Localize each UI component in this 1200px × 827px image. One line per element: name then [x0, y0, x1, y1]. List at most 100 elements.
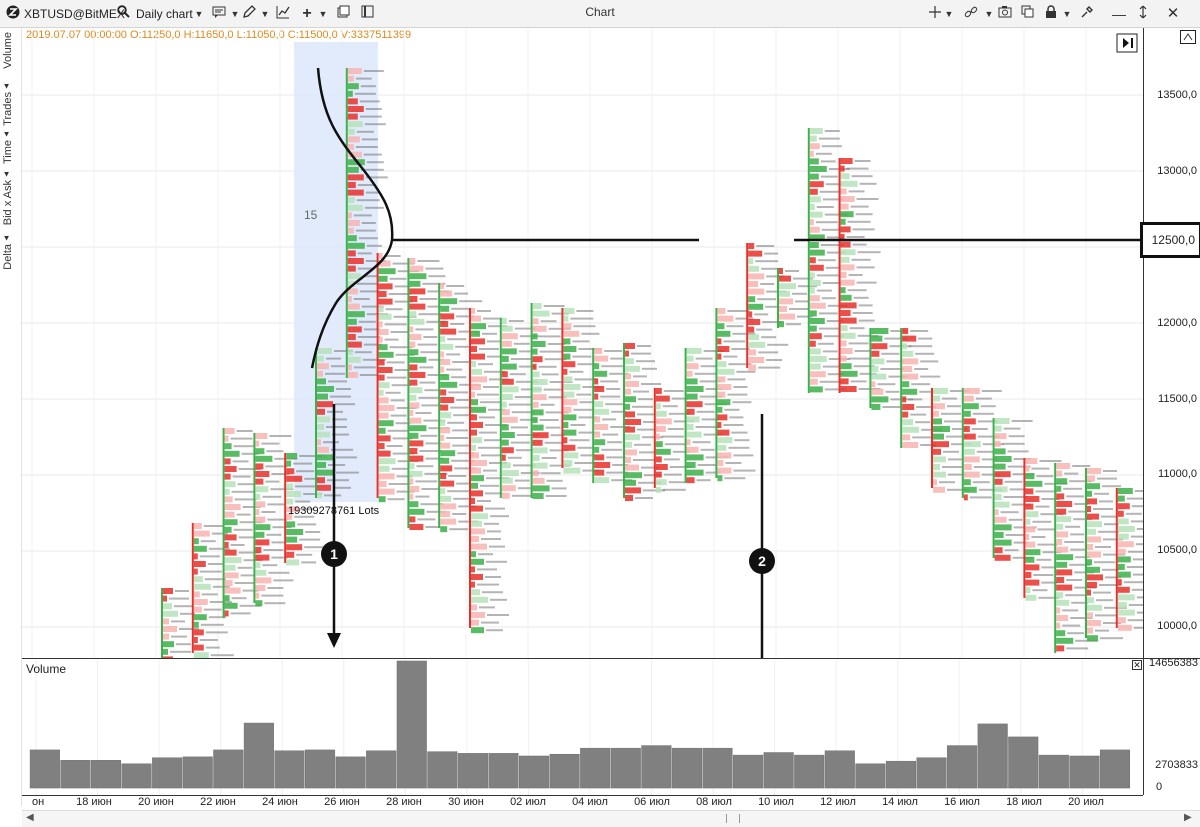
- indicators-icon[interactable]: [274, 5, 292, 23]
- cluster-cell: [1025, 458, 1038, 464]
- symbol-selector[interactable]: XBTUSD@BitMEX: [24, 7, 125, 21]
- cluster-cell: [1117, 602, 1127, 608]
- pencil-icon[interactable]: [240, 5, 258, 23]
- cluster-cell: [409, 326, 414, 333]
- cluster-value-mark: [671, 397, 688, 400]
- cluster-value-mark: [394, 369, 409, 371]
- scroll-left-icon[interactable]: ◀: [26, 812, 34, 823]
- copy-icon[interactable]: [1018, 5, 1036, 23]
- cluster-cell: [963, 433, 976, 440]
- cluster-cell: [563, 376, 573, 383]
- scroll-right-icon[interactable]: ▶: [1184, 812, 1192, 823]
- cursor-dropdown-icon[interactable]: ▼: [944, 9, 954, 19]
- cluster-value-mark: [421, 404, 442, 407]
- cluster-cell: [255, 501, 266, 508]
- window-icon[interactable]: [334, 5, 352, 23]
- crosshair-dropdown-icon[interactable]: ▼: [318, 9, 328, 19]
- comment-dropdown-icon[interactable]: ▼: [230, 9, 240, 19]
- cluster-cell: [193, 652, 209, 658]
- cluster-value-mark: [692, 441, 711, 444]
- volume-pane[interactable]: [22, 658, 1143, 795]
- lock-dropdown-icon[interactable]: ▼: [1062, 9, 1072, 19]
- cluster-value-mark: [509, 373, 526, 376]
- cluster-cell: [347, 372, 358, 378]
- close-icon[interactable]: ✕: [1166, 5, 1180, 22]
- cluster-value-mark: [638, 398, 653, 401]
- volume-bar: [855, 763, 886, 789]
- cluster-cell: [809, 226, 820, 233]
- cluster-cell: [409, 493, 414, 500]
- cluster-value-mark: [821, 145, 842, 148]
- cluster-value-mark: [363, 153, 382, 156]
- date-axis[interactable]: он 18 июн 20 июн 22 июн 24 июн 26 июн 28 июн 30…: [22, 795, 1143, 809]
- crosshair-icon[interactable]: +: [302, 5, 312, 22]
- cluster-cell: [347, 303, 360, 310]
- cluster-value-mark: [234, 582, 255, 584]
- maximize-icon[interactable]: [1134, 5, 1152, 23]
- timeframe-selector[interactable]: Daily chart: [136, 7, 193, 21]
- cluster-value-mark: [267, 503, 286, 506]
- comment-icon[interactable]: [210, 5, 228, 23]
- cluster-cell: [994, 501, 1010, 508]
- price-axis[interactable]: 13500,0 13000,0 12000,0 11500,0 11000,0 …: [1140, 28, 1200, 658]
- marker-1-label: 1: [330, 546, 338, 562]
- cluster-cell: [840, 272, 847, 278]
- cluster-cell: [193, 614, 207, 621]
- cluster-cell: [655, 441, 663, 448]
- pencil-dropdown-icon[interactable]: ▼: [260, 9, 270, 19]
- volume-axis[interactable]: 14656383 2703833 0: [1143, 657, 1200, 795]
- link-dropdown-icon[interactable]: ▼: [984, 9, 994, 19]
- cluster-value-mark: [1007, 465, 1031, 468]
- cluster-cell: [902, 411, 909, 418]
- volume-bars: [29, 660, 1131, 789]
- cluster-cell: [471, 338, 485, 345]
- cluster-value-mark: [210, 654, 234, 657]
- cluster-cell: [317, 348, 332, 354]
- cluster-value-mark: [1008, 518, 1023, 521]
- cluster-body: [376, 253, 379, 498]
- cluster-body: [284, 453, 287, 563]
- cluster-cell: [501, 394, 513, 400]
- volume-bar: [519, 755, 550, 789]
- cluster-cell: [594, 416, 601, 423]
- cluster-cell: [655, 464, 668, 470]
- volume-pane-close-icon[interactable]: ✕: [1132, 660, 1142, 670]
- lock-icon[interactable]: [1042, 5, 1060, 23]
- cluster-cell: [655, 418, 672, 425]
- cluster-body: [1054, 463, 1057, 653]
- axis-settings-button[interactable]: [1180, 30, 1196, 44]
- cluster-cell: [563, 361, 576, 368]
- cluster-cell: [378, 473, 395, 480]
- search-icon[interactable]: [114, 5, 132, 23]
- cluster-cell: [286, 544, 303, 551]
- cursor-icon[interactable]: [926, 5, 944, 23]
- cluster-value-mark: [301, 561, 317, 564]
- cluster-cell: [440, 427, 451, 434]
- minimize-icon[interactable]: —: [1112, 6, 1126, 22]
- cluster-value-mark: [981, 473, 1000, 476]
- cluster-value-mark: [765, 305, 781, 308]
- cluster-value-mark: [334, 350, 353, 352]
- cluster-value-mark: [550, 434, 565, 437]
- cluster-value-mark: [365, 260, 386, 262]
- cluster-cell: [224, 564, 236, 571]
- scrollbar-thumb[interactable]: [726, 814, 740, 823]
- cluster-value-mark: [920, 444, 937, 446]
- book-icon[interactable]: [358, 5, 376, 23]
- side-tab-bid-ask[interactable]: Bid x Ask: [2, 180, 14, 226]
- side-tab-delta[interactable]: Delta: [2, 244, 14, 270]
- side-tab-trades[interactable]: Trades: [2, 92, 14, 126]
- cluster-value-mark: [480, 401, 501, 404]
- side-tab-time[interactable]: Time: [2, 140, 14, 165]
- timeframe-dropdown-icon[interactable]: ▼: [194, 9, 204, 19]
- link-icon[interactable]: [962, 5, 980, 23]
- date-tick: 20 июл: [1068, 796, 1104, 808]
- camera-icon[interactable]: [996, 5, 1014, 23]
- cluster-value-mark: [576, 393, 592, 396]
- gear-icon[interactable]: [1078, 5, 1096, 23]
- horizontal-scrollbar[interactable]: ◀ ▶: [22, 810, 1200, 827]
- footprint-chart[interactable]: 15 19309278761 Lots 1 2: [22, 28, 1143, 658]
- cluster-cell: [378, 488, 395, 495]
- side-tab-volume[interactable]: Volume: [2, 32, 14, 69]
- cluster-value-mark: [385, 308, 403, 311]
